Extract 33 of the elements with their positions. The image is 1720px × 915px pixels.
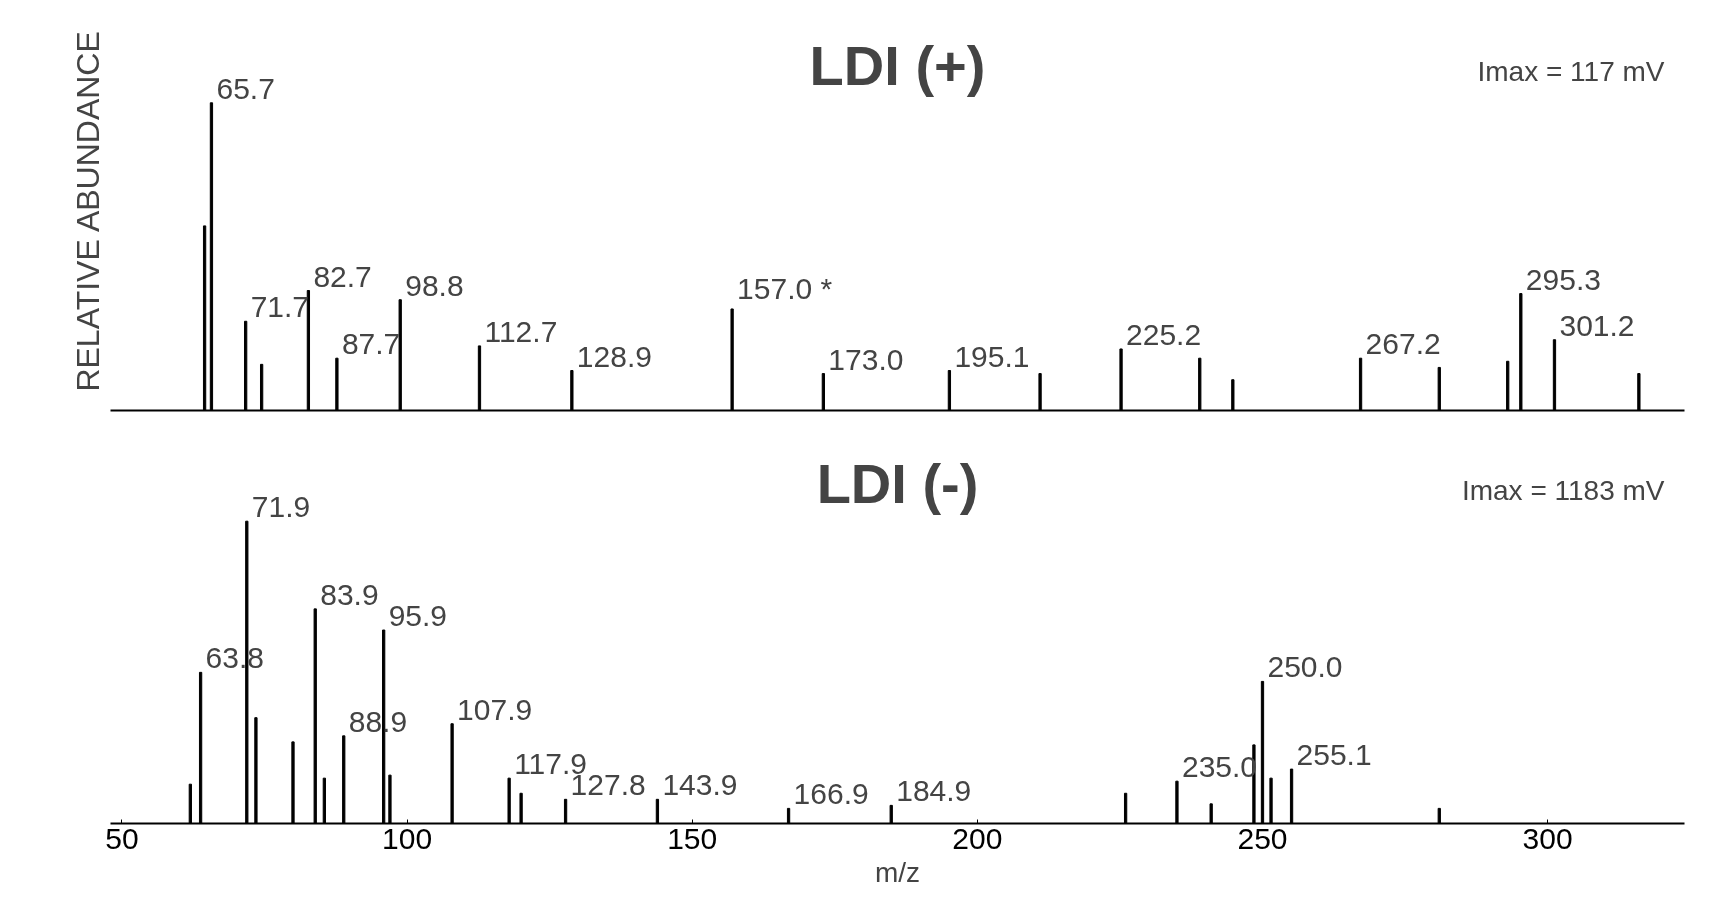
annotation: 267.2 <box>1365 327 1441 361</box>
x-tick-label: 50 <box>105 821 139 855</box>
annotation: 173.0 <box>828 342 904 376</box>
annotation: 128.9 <box>576 339 652 373</box>
annotation: 255.1 <box>1296 738 1372 772</box>
annotation: 195.1 <box>954 339 1030 373</box>
chart-title: LDI (-) <box>816 452 979 516</box>
annotation: 98.8 <box>405 268 464 302</box>
chart-title: LDI (+) <box>809 33 986 97</box>
x-tick-label: 150 <box>667 821 718 855</box>
annotation: 143.9 <box>662 768 738 802</box>
annotation: 107.9 <box>457 692 533 726</box>
annotation: 95.9 <box>388 599 448 633</box>
annotation: 184.9 <box>896 774 972 808</box>
annotation: 250.0 <box>1267 650 1343 684</box>
annotation: 301.2 <box>1559 308 1635 342</box>
x-axis-title: m/z <box>874 856 921 888</box>
text: Imax = 117 mV <box>1477 56 1665 88</box>
y-axis-title: RELATIVE ABUNDANCE <box>69 31 106 392</box>
annotation: 65.7 <box>216 71 275 105</box>
annotation: 83.9 <box>320 577 379 611</box>
annotation: 82.7 <box>313 259 372 293</box>
x-tick-label: 250 <box>1237 821 1288 855</box>
x-tick-label: 300 <box>1522 821 1573 855</box>
annotation: 166.9 <box>793 777 869 811</box>
annotation: 112.7 <box>484 314 558 348</box>
annotation: 295.3 <box>1525 262 1601 296</box>
text: Imax = 1183 mV <box>1461 475 1665 507</box>
annotation: 71.9 <box>251 490 311 524</box>
annotation: 225.2 <box>1126 317 1202 351</box>
x-tick-label: 100 <box>382 821 433 855</box>
annotation: 157.0 * <box>737 271 833 305</box>
x-tick-label: 200 <box>952 821 1003 855</box>
